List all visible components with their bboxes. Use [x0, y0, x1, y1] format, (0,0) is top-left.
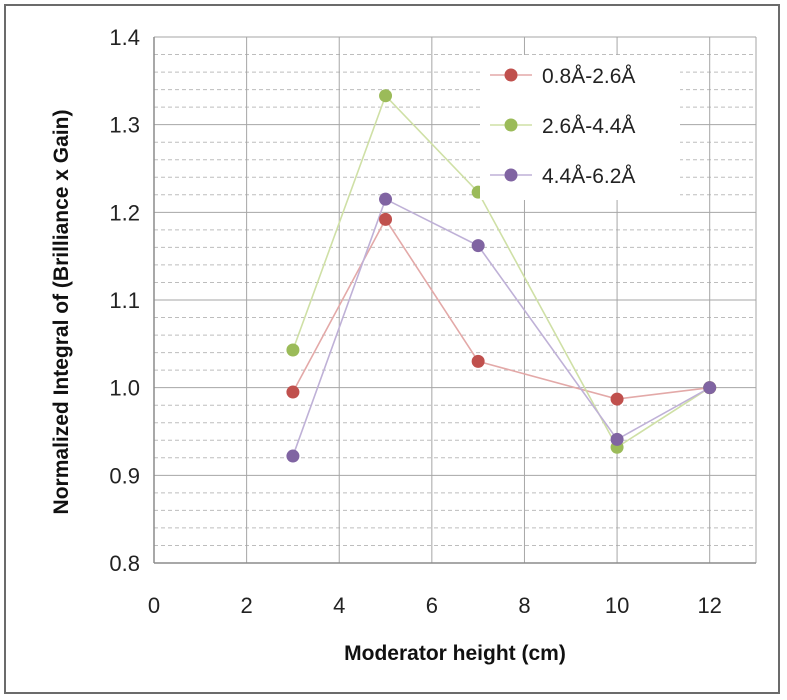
data-point — [286, 449, 300, 463]
data-point — [471, 239, 485, 253]
data-point — [379, 192, 393, 206]
x-tick-label: 10 — [605, 593, 629, 618]
data-point — [379, 212, 393, 226]
y-tick-label: 0.8 — [109, 551, 140, 576]
data-point — [286, 343, 300, 357]
legend: 0.8Å-2.6Å 2.6Å-4.4Å 4.4Å-6.2Å — [480, 55, 680, 200]
legend-label: 4.4Å-6.2Å — [542, 165, 635, 188]
legend-label: 0.8Å-2.6Å — [542, 65, 635, 88]
x-tick-labels: 0 2 4 6 8 10 12 — [148, 593, 722, 618]
y-axis-title: Normalized Integral of (Brilliance x Gai… — [50, 110, 73, 515]
x-tick-label: 6 — [426, 593, 438, 618]
data-point — [703, 381, 717, 395]
x-tick-label: 2 — [240, 593, 252, 618]
legend-label: 2.6Å-4.4Å — [542, 115, 635, 138]
axes — [153, 37, 756, 564]
series-points — [286, 89, 717, 463]
data-point — [379, 89, 393, 103]
x-tick-label: 8 — [518, 593, 530, 618]
y-tick-label: 1.3 — [109, 113, 140, 138]
legend-marker — [504, 68, 518, 82]
data-point — [610, 392, 624, 406]
y-tick-label: 0.9 — [109, 463, 140, 488]
y-tick-label: 1.1 — [109, 288, 140, 313]
data-point — [286, 385, 300, 399]
legend-marker — [504, 168, 518, 182]
minor-gridlines — [154, 54, 756, 546]
legend-marker — [504, 118, 518, 132]
data-point — [471, 354, 485, 368]
x-tick-label: 4 — [333, 593, 345, 618]
data-point — [610, 432, 624, 446]
x-tick-label: 0 — [148, 593, 160, 618]
x-tick-label: 12 — [697, 593, 721, 618]
y-tick-label: 1.4 — [109, 25, 140, 50]
x-axis-title: Moderator height (cm) — [344, 642, 566, 665]
y-tick-label: 1.0 — [109, 376, 140, 401]
y-tick-label: 1.2 — [109, 200, 140, 225]
y-tick-labels: 0.8 0.9 1.0 1.1 1.2 1.3 1.4 — [109, 25, 140, 576]
